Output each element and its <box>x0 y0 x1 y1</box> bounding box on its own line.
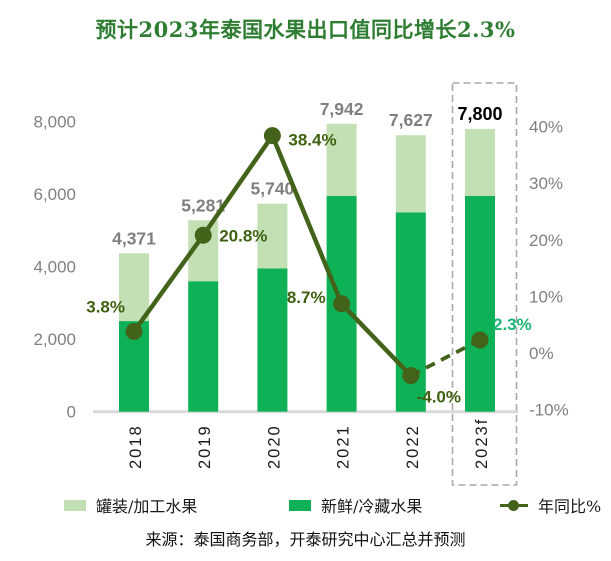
bar-total-label-2018: 4,371 <box>112 228 156 248</box>
yoy-point-2018 <box>125 322 143 340</box>
bar-2020-fresh <box>257 268 288 412</box>
legend-label-yoy: 年同比% <box>538 497 602 516</box>
bar-total-label-2022: 7,627 <box>389 110 433 130</box>
fresh-fruit-swatch-icon <box>289 499 311 511</box>
forecast-dashed-box <box>451 82 518 486</box>
left-axis-tick-4,000: 4,000 <box>33 258 76 277</box>
canned-fruit-swatch-icon <box>64 499 86 511</box>
x-axis-label-2023f: 2023f <box>473 418 491 469</box>
legend-label-fresh: 新鲜/冷藏水果 <box>321 497 423 516</box>
right-axis-tick-20%: 20% <box>529 231 563 250</box>
yoy-point-2020 <box>263 127 281 145</box>
x-axis-label-2019: 2019 <box>196 424 214 469</box>
x-axis-label-2021: 2021 <box>335 424 353 469</box>
legend-label-canned: 罐装/加工水果 <box>96 497 198 516</box>
legend-item-yoy: 年同比% <box>500 495 602 516</box>
right-axis-tick--10%: -10% <box>529 401 569 420</box>
bar-total-label-2021: 7,942 <box>320 99 364 119</box>
yoy-point-2022 <box>402 367 420 385</box>
yoy-label-2019: 20.8% <box>219 226 267 245</box>
right-axis-tick-40%: 40% <box>529 118 563 137</box>
source-note: 来源：泰国商务部，开泰研究中心汇总并预测 <box>145 530 466 549</box>
yoy-dot-icon <box>508 499 519 511</box>
left-axis-tick-2,000: 2,000 <box>33 330 76 349</box>
left-axis-tick-6,000: 6,000 <box>33 185 76 204</box>
yoy-line-dashed-forecast <box>409 338 481 378</box>
x-axis-label-2020: 2020 <box>265 424 283 469</box>
x-axis-label-2022: 2022 <box>404 424 422 469</box>
yoy-label-2020: 38.4% <box>288 131 336 150</box>
yoy-line-dot-icon <box>500 499 528 512</box>
legend-item-fresh: 新鲜/冷藏水果 <box>289 495 423 516</box>
chart-title: 预计2023年泰国水果出口值同比增长2.3% <box>95 17 516 42</box>
yoy-point-2023f <box>471 331 489 349</box>
yoy-label-2023f: 2.3% <box>493 315 532 334</box>
left-axis-tick-0: 0 <box>67 403 76 422</box>
yoy-label-2021: 8.7% <box>287 288 326 307</box>
bar-total-label-2023f: 7,800 <box>457 104 502 124</box>
bar-2023f-fresh <box>465 196 495 412</box>
bar-total-label-2020: 5,740 <box>251 179 295 199</box>
yoy-label-2022: -4.0% <box>417 388 461 407</box>
bar-2020-canned <box>257 203 288 269</box>
yoy-label-2018: 3.8% <box>86 297 125 316</box>
bar-2023f-canned <box>465 128 495 197</box>
bar-total-label-2019: 5,281 <box>181 195 225 215</box>
left-axis-tick-8,000: 8,000 <box>33 113 76 132</box>
yoy-point-2019 <box>194 226 212 244</box>
legend-item-canned: 罐装/加工水果 <box>64 495 198 516</box>
legend: 罐装/加工水果 新鲜/冷藏水果 年同比% <box>0 495 611 517</box>
right-axis-tick-10%: 10% <box>529 287 563 306</box>
bar-2021-canned <box>326 123 357 197</box>
right-axis-tick-30%: 30% <box>529 174 563 193</box>
right-axis-tick-0%: 0% <box>529 344 554 363</box>
bar-2018-canned <box>119 253 149 322</box>
x-axis-label-2018: 2018 <box>127 424 145 469</box>
bar-2019-fresh <box>188 281 219 412</box>
bar-2022-canned <box>395 135 426 213</box>
yoy-point-2021 <box>333 295 351 313</box>
